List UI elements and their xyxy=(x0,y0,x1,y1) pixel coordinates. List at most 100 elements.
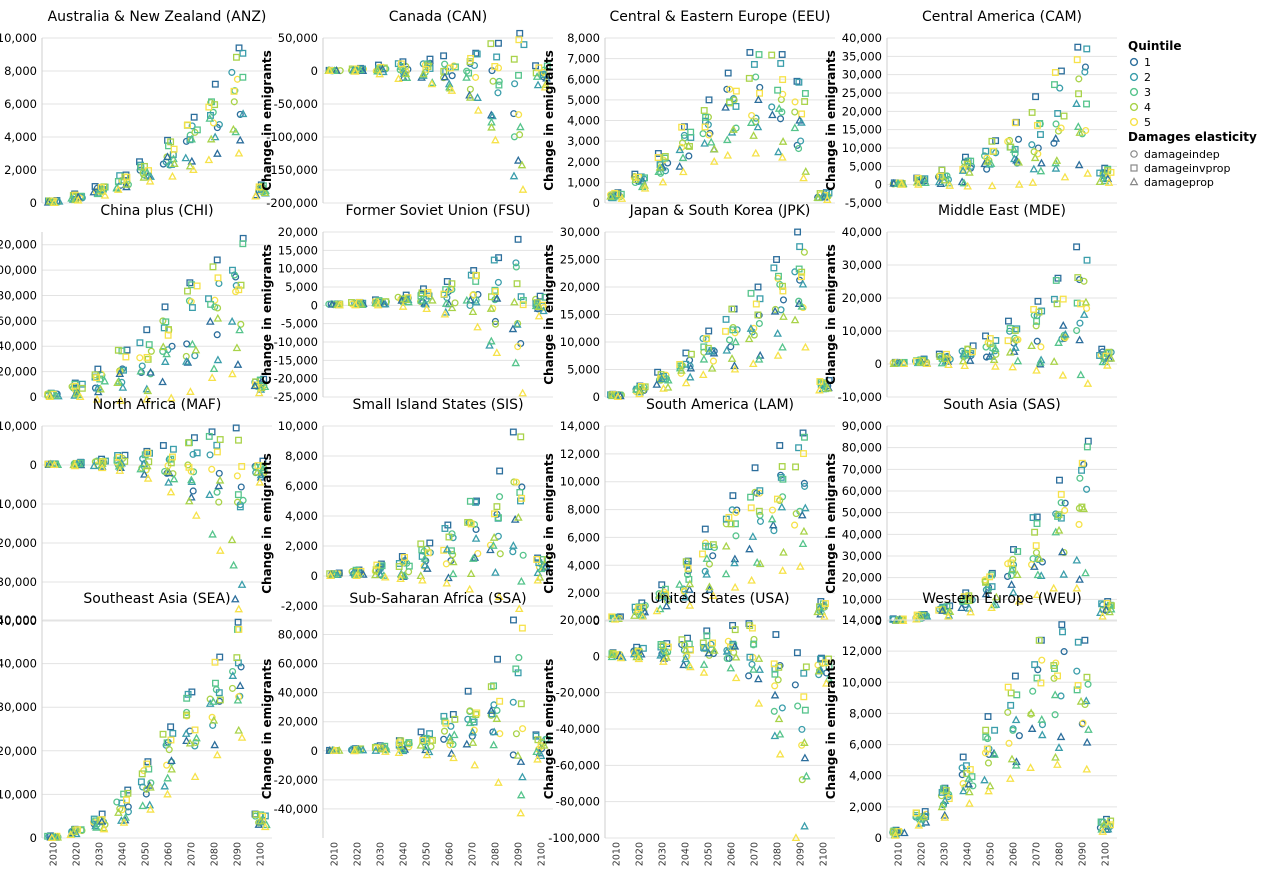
data-point-triangle xyxy=(540,82,550,91)
data-point-triangle xyxy=(516,122,525,131)
data-point-square xyxy=(211,80,219,88)
data-point-square xyxy=(212,679,219,687)
data-point-triangle xyxy=(462,295,472,304)
data-point-square xyxy=(138,770,146,778)
data-point-square xyxy=(772,631,780,638)
data-point-triangle xyxy=(726,663,736,672)
data-point-triangle xyxy=(49,198,59,207)
data-point-circle xyxy=(228,684,237,692)
data-point-triangle xyxy=(823,383,833,392)
data-point-square xyxy=(654,150,662,157)
data-point-triangle xyxy=(89,461,99,470)
data-point-square xyxy=(373,561,381,569)
data-point-square xyxy=(143,326,151,334)
data-point-triangle xyxy=(158,377,167,386)
y-tick-label: 0 xyxy=(30,196,37,210)
data-point-square xyxy=(213,441,221,449)
data-point-triangle xyxy=(945,607,955,616)
data-point-square xyxy=(775,272,782,280)
data-point-circle xyxy=(494,278,502,286)
x-tick-label: 2030 xyxy=(940,842,951,866)
data-point-square xyxy=(801,90,809,97)
data-point-triangle xyxy=(794,299,804,307)
data-point-triangle xyxy=(427,79,437,88)
data-point-triangle xyxy=(1072,583,1082,592)
data-point-square xyxy=(770,660,778,668)
data-point-triangle xyxy=(420,553,430,562)
data-point-triangle xyxy=(937,802,947,811)
data-point-triangle xyxy=(768,520,778,529)
data-point-square xyxy=(215,689,223,697)
data-point-triangle xyxy=(1009,587,1018,596)
data-point-square xyxy=(795,78,803,86)
data-point-square xyxy=(1033,520,1041,528)
data-point-triangle xyxy=(441,299,451,307)
data-point-circle xyxy=(78,826,86,835)
data-point-square xyxy=(167,736,175,744)
data-point-triangle xyxy=(191,345,201,354)
data-point-square xyxy=(1107,821,1114,829)
y-tick-label: -80,000 xyxy=(556,795,600,809)
data-point-square xyxy=(682,558,690,566)
data-point-circle xyxy=(1032,322,1040,330)
data-point-triangle xyxy=(142,394,151,403)
data-point-triangle xyxy=(113,185,123,193)
data-point-square xyxy=(1107,168,1115,176)
data-point-square xyxy=(496,697,504,705)
legend-label-quintile: 1 xyxy=(1144,56,1151,69)
data-point-square xyxy=(1058,621,1066,629)
data-point-circle xyxy=(794,702,802,710)
data-point-triangle xyxy=(238,109,248,118)
x-tick-label: 2030 xyxy=(658,842,669,866)
data-point-square xyxy=(534,554,542,562)
data-point-circle xyxy=(233,472,241,480)
data-point-triangle xyxy=(606,191,615,200)
y-tick-label: 20,000 xyxy=(842,104,882,118)
data-point-circle xyxy=(1009,726,1017,734)
data-point-square xyxy=(702,113,710,121)
data-point-triangle xyxy=(210,740,219,749)
data-point-triangle xyxy=(1079,310,1089,318)
data-point-circle xyxy=(984,759,993,767)
data-point-triangle xyxy=(800,753,810,762)
data-point-square xyxy=(982,726,990,734)
y-tick-label: 3,000 xyxy=(567,134,600,148)
data-point-square xyxy=(1056,476,1063,484)
y-tick-label: 0 xyxy=(311,569,318,583)
data-point-circle xyxy=(727,343,735,351)
data-point-square xyxy=(1032,542,1040,550)
data-point-triangle xyxy=(71,829,81,838)
data-point-triangle xyxy=(638,612,648,620)
data-point-square xyxy=(1096,169,1104,177)
data-point-square xyxy=(251,381,259,389)
y-tick-label: 4,000 xyxy=(849,769,882,783)
data-point-circle xyxy=(515,111,523,119)
data-point-circle xyxy=(756,517,765,525)
data-point-triangle xyxy=(914,179,923,188)
y-tick-label: 100,000 xyxy=(0,263,37,277)
x-tick-label: 2020 xyxy=(72,842,83,866)
data-point-triangle xyxy=(1005,774,1015,782)
data-point-circle xyxy=(752,73,760,81)
data-point-triangle xyxy=(518,185,528,193)
data-point-circle xyxy=(511,80,519,88)
y-tick-label: 8,000 xyxy=(849,706,882,720)
data-point-square xyxy=(664,643,672,651)
data-point-triangle xyxy=(748,532,758,540)
data-point-triangle xyxy=(747,575,756,584)
data-point-triangle xyxy=(610,614,620,623)
data-point-circle xyxy=(770,707,778,715)
x-tick-label: 2030 xyxy=(376,842,387,866)
data-point-triangle xyxy=(686,363,696,372)
data-point-triangle xyxy=(1075,575,1084,583)
data-point-square xyxy=(1031,528,1039,536)
data-point-square xyxy=(422,734,430,742)
data-point-square xyxy=(234,491,242,499)
data-point-triangle xyxy=(778,137,788,145)
data-point-triangle xyxy=(791,833,801,842)
y-tick-label: 0 xyxy=(311,744,318,758)
data-point-triangle xyxy=(160,781,169,790)
data-point-square xyxy=(71,382,79,390)
data-point-triangle xyxy=(1053,760,1062,768)
data-point-triangle xyxy=(167,756,176,765)
